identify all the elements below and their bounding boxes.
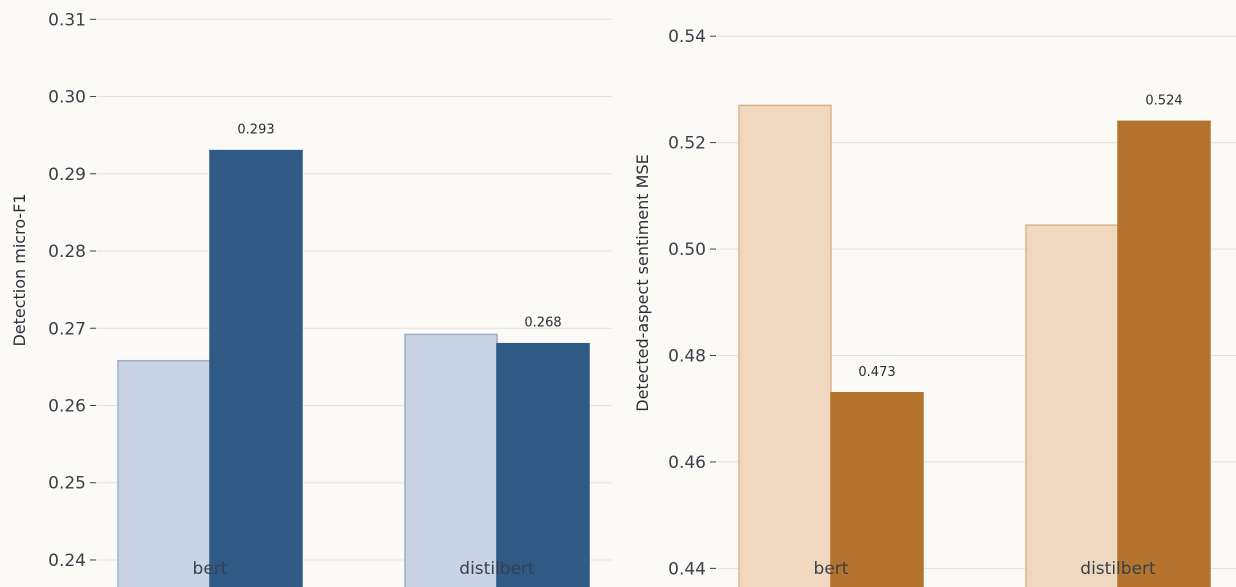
y-tick-label: 0.29 <box>48 165 86 185</box>
y-tick-label: 0.26 <box>48 396 86 416</box>
x-category-label: bert <box>814 559 849 579</box>
data-label: 0.473 <box>858 365 895 380</box>
bar-bert-series-2 <box>209 149 303 587</box>
y-tick-label: 0.24 <box>48 551 86 571</box>
y-tick-label: 0.46 <box>668 453 706 473</box>
y-tick-label: 0.48 <box>668 346 706 366</box>
y-tick-label: 0.31 <box>48 10 86 30</box>
y-tick-label: 0.54 <box>668 27 706 47</box>
sentiment-mse-panel: 0.44 0.46 0.48 0.50 0.52 0.54 0.473 0.524 bert di… <box>633 27 1236 587</box>
x-category-label: distilbert <box>459 559 535 579</box>
bar-bert-series-1 <box>738 104 832 587</box>
y-tick-label: 0.25 <box>48 474 86 494</box>
y-tick-label: 0.44 <box>668 559 706 579</box>
y-tick-label: 0.52 <box>668 134 706 154</box>
bar-distilbert-series-2 <box>496 342 590 587</box>
bar-distilbert-series-1 <box>404 333 498 587</box>
y-axis-label: Detected-aspect sentiment MSE <box>633 154 652 411</box>
data-label: 0.293 <box>237 123 274 138</box>
x-category-label: bert <box>193 559 228 579</box>
bar-distilbert-series-1 <box>1025 224 1119 587</box>
bar-distilbert-series-2 <box>1117 120 1211 587</box>
y-axis-label: Detection micro-F1 <box>10 193 29 346</box>
y-tick-label: 0.50 <box>668 240 706 260</box>
detection-f1-panel: 0.24 0.25 0.26 0.27 0.28 0.29 0.30 0.31 0.293 0.2… <box>10 10 612 587</box>
y-tick-label: 0.27 <box>48 319 86 339</box>
y-tick-label: 0.28 <box>48 242 86 262</box>
bar-bert-series-2 <box>830 392 924 587</box>
data-label: 0.268 <box>524 316 561 331</box>
bar-bert-series-1 <box>117 359 211 587</box>
y-tick-label: 0.30 <box>48 88 86 108</box>
data-label: 0.524 <box>1145 93 1182 108</box>
x-category-label: distilbert <box>1080 559 1156 579</box>
